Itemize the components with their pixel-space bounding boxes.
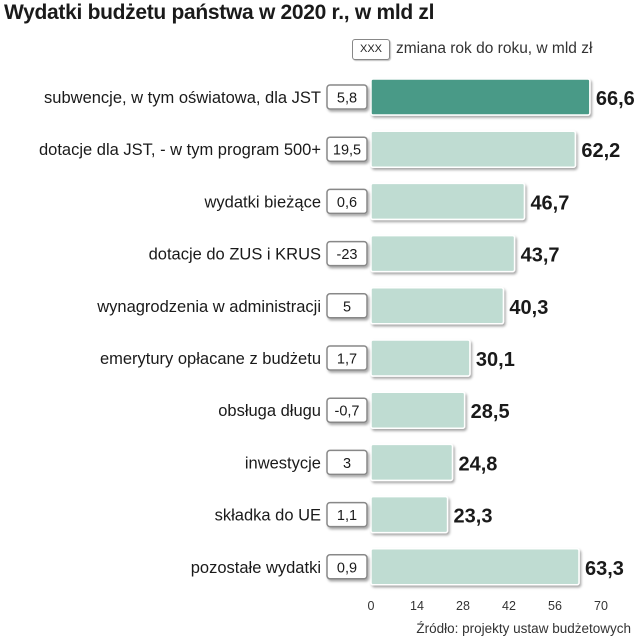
bar-2 bbox=[370, 182, 526, 221]
value-label-3: 43,7 bbox=[521, 245, 560, 267]
change-label-0: 5,8 bbox=[337, 91, 357, 107]
category-label-5: emerytury opłacane z budżetu bbox=[100, 350, 321, 368]
change-label-7: 3 bbox=[343, 456, 351, 472]
change-label-1: 19,5 bbox=[333, 143, 361, 159]
change-box-9 bbox=[326, 554, 368, 580]
change-box-7 bbox=[326, 449, 368, 476]
category-label-0: subwencje, w tym oświatowa, dla JST bbox=[44, 89, 321, 107]
bar-7 bbox=[370, 443, 454, 482]
value-label-6: 28,5 bbox=[471, 401, 510, 423]
change-label-3: -23 bbox=[337, 247, 358, 263]
category-label-1: dotacje dla JST, - w tym program 500+ bbox=[39, 141, 321, 159]
value-label-8: 23,3 bbox=[454, 506, 493, 528]
bar-1 bbox=[370, 130, 577, 168]
category-label-6: obsługa długu bbox=[218, 402, 321, 420]
category-label-4: wynagrodzenia w administracji bbox=[96, 298, 321, 316]
change-label-2: 0,6 bbox=[337, 195, 357, 211]
change-box-1 bbox=[326, 136, 368, 162]
x-tick-label-1: 14 bbox=[410, 599, 424, 613]
category-label-8: składka do UE bbox=[215, 507, 321, 525]
category-label-7: inwestycje bbox=[245, 454, 321, 472]
value-label-9: 63,3 bbox=[585, 558, 624, 580]
value-label-5: 30,1 bbox=[476, 349, 515, 371]
bar-6 bbox=[370, 391, 466, 429]
value-label-1: 62,2 bbox=[581, 140, 620, 162]
bar-3 bbox=[370, 234, 516, 273]
x-tick-label-4: 56 bbox=[548, 599, 562, 613]
change-box-8 bbox=[326, 501, 368, 528]
bar-5 bbox=[370, 339, 471, 377]
change-box-0 bbox=[326, 84, 368, 110]
change-label-6: -0,7 bbox=[335, 404, 360, 420]
legend-label: zmiana rok do roku, w mld zł bbox=[396, 40, 593, 57]
value-label-2: 46,7 bbox=[530, 192, 569, 214]
legend: XXX zmiana rok do roku, w mld zł bbox=[352, 38, 592, 60]
change-box-5 bbox=[326, 345, 368, 371]
change-box-3 bbox=[326, 240, 368, 267]
value-label-4: 40,3 bbox=[509, 297, 548, 319]
x-tick-label-5: 70 bbox=[594, 599, 608, 613]
x-tick-label-2: 28 bbox=[456, 599, 470, 613]
change-label-8: 1,1 bbox=[337, 508, 357, 524]
change-label-5: 1,7 bbox=[337, 352, 357, 368]
change-box-6 bbox=[326, 397, 368, 423]
value-label-0: 66,6 bbox=[596, 88, 635, 110]
change-box-4 bbox=[326, 293, 368, 319]
x-tick-label-3: 42 bbox=[502, 599, 516, 613]
chart-title: Wydatki budżetu państwa w 2020 r., w mld… bbox=[4, 1, 435, 24]
legend-box-sample: XXX bbox=[352, 38, 390, 60]
category-label-3: dotacje do ZUS i KRUS bbox=[149, 246, 321, 264]
source-note: Źródło: projekty ustaw budżetowych bbox=[416, 621, 631, 636]
change-label-4: 5 bbox=[343, 299, 351, 315]
value-label-7: 24,8 bbox=[458, 453, 497, 475]
bar-8 bbox=[370, 495, 449, 534]
change-label-9: 0,9 bbox=[337, 560, 357, 576]
bar-4 bbox=[370, 287, 505, 325]
x-tick-label-0: 0 bbox=[368, 599, 375, 613]
bar-0 bbox=[370, 78, 591, 116]
change-box-2 bbox=[326, 188, 368, 215]
bar-9 bbox=[370, 548, 580, 586]
category-label-9: pozostałe wydatki bbox=[191, 559, 321, 577]
category-label-2: wydatki bieżące bbox=[204, 193, 321, 211]
